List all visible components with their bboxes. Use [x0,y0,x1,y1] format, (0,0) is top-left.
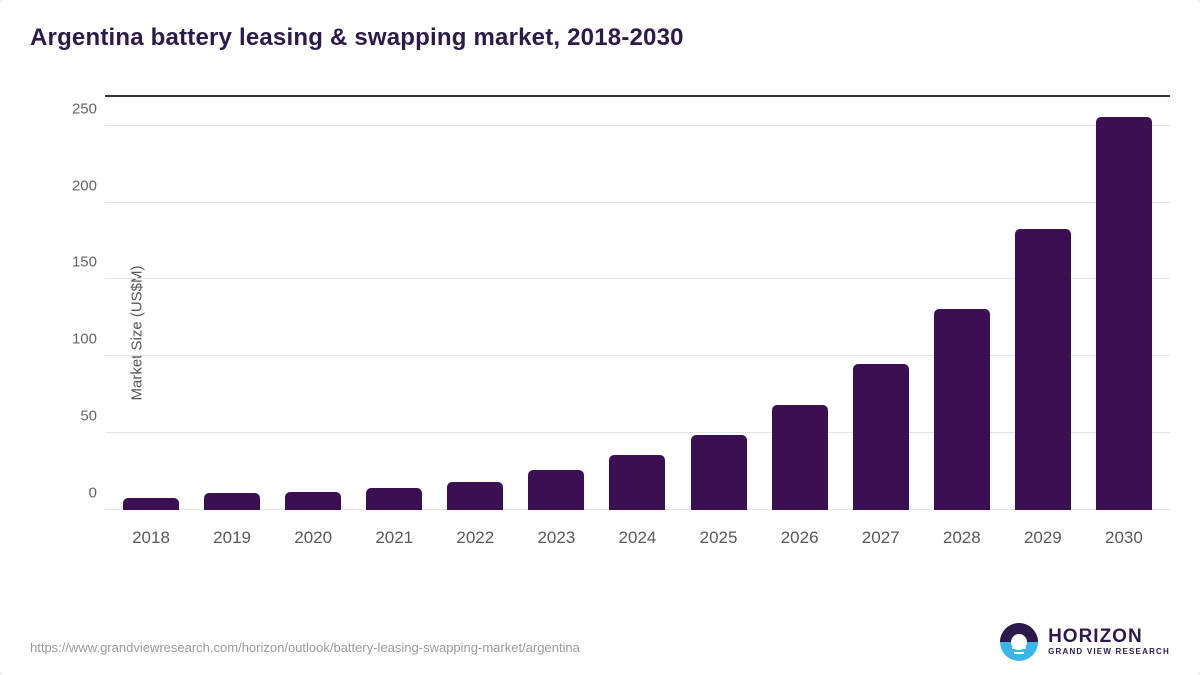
bar-column-2024[interactable]: 2024 [601,95,673,510]
x-axis-label-2026: 2026 [781,528,819,548]
chart-card: Argentina battery leasing & swapping mar… [0,0,1200,675]
ytick-label-250: 250 [57,100,97,117]
logo-brand-name: HORIZON [1048,627,1170,648]
x-axis-label-2024: 2024 [619,528,657,548]
x-axis-label-2030: 2030 [1105,528,1143,548]
bar-column-2029[interactable]: 2029 [1007,95,1079,510]
bar-column-2025[interactable]: 2025 [683,95,755,510]
horizon-logo-icon [1000,623,1038,661]
bar-2022[interactable] [447,482,503,510]
bar-2024[interactable] [609,455,665,510]
bar-column-2028[interactable]: 2028 [926,95,998,510]
bar-2025[interactable] [691,435,747,510]
bar-2030[interactable] [1096,117,1152,510]
bar-column-2027[interactable]: 2027 [845,95,917,510]
bar-column-2023[interactable]: 2023 [520,95,592,510]
ytick-label-100: 100 [57,331,97,348]
brand-logo: HORIZON GRAND VIEW RESEARCH [1000,623,1170,661]
x-axis-label-2022: 2022 [456,528,494,548]
ytick-label-50: 50 [57,408,97,425]
x-axis-label-2023: 2023 [537,528,575,548]
bar-2021[interactable] [366,488,422,510]
x-axis-label-2025: 2025 [700,528,738,548]
x-axis-label-2028: 2028 [943,528,981,548]
x-axis-label-2029: 2029 [1024,528,1062,548]
x-axis-label-2027: 2027 [862,528,900,548]
bar-column-2018[interactable]: 2018 [115,95,187,510]
x-axis-label-2021: 2021 [375,528,413,548]
ytick-label-200: 200 [57,177,97,194]
chart-area: Market Size (US$M) 0 50 100 150 200 250 2018 2… [30,95,1170,570]
bar-2026[interactable] [772,405,828,510]
bar-2019[interactable] [204,493,260,510]
bars-container: 2018 2019 2020 2021 2022 2023 2024 2025 2026 2027… [105,95,1170,510]
bar-column-2022[interactable]: 2022 [439,95,511,510]
logo-text: HORIZON GRAND VIEW RESEARCH [1048,627,1170,657]
bar-2023[interactable] [528,470,584,510]
bar-column-2030[interactable]: 2030 [1088,95,1160,510]
bar-2018[interactable] [123,498,179,510]
bar-column-2021[interactable]: 2021 [358,95,430,510]
chart-title: Argentina battery leasing & swapping mar… [30,24,684,52]
bar-column-2019[interactable]: 2019 [196,95,268,510]
x-axis-label-2020: 2020 [294,528,332,548]
bar-2029[interactable] [1015,229,1071,510]
ytick-label-150: 150 [57,254,97,271]
x-axis-label-2018: 2018 [132,528,170,548]
bar-2028[interactable] [934,309,990,510]
logo-brand-subtitle: GRAND VIEW RESEARCH [1048,648,1170,657]
bar-column-2026[interactable]: 2026 [764,95,836,510]
bar-2027[interactable] [853,364,909,510]
bar-2020[interactable] [285,492,341,510]
plot-area: 0 50 100 150 200 250 2018 2019 2020 2021 2022 2023… [105,95,1170,510]
x-axis-label-2019: 2019 [213,528,251,548]
bar-column-2020[interactable]: 2020 [277,95,349,510]
ytick-label-0: 0 [57,485,97,502]
footer-url: https://www.grandviewresearch.com/horizo… [30,640,580,655]
